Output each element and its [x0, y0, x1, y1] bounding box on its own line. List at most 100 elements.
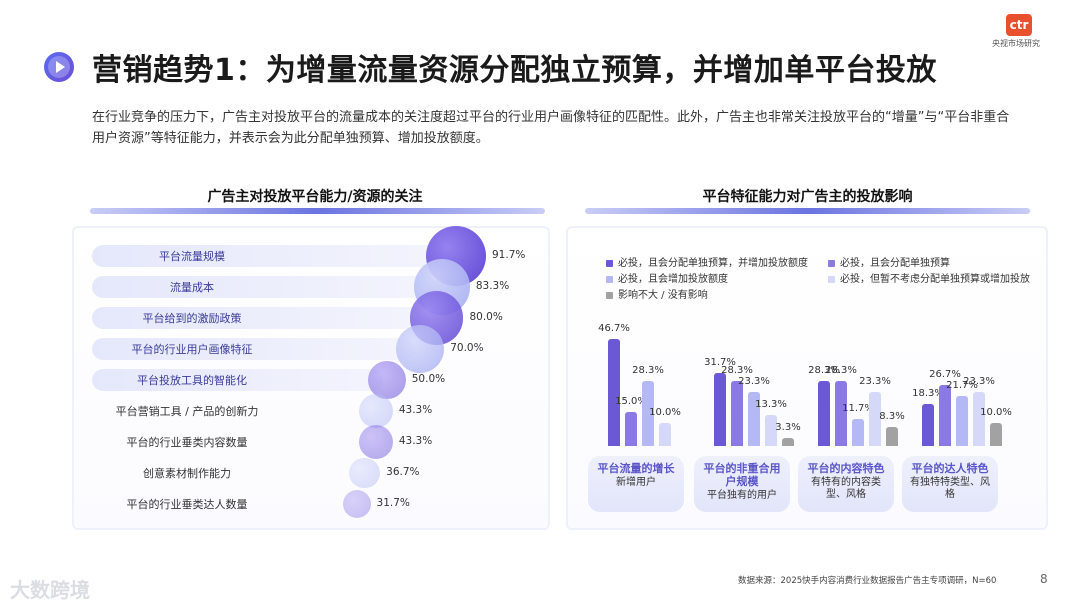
- row-label: 平台的行业用户画像特征: [131, 343, 253, 356]
- legend-swatch: [606, 275, 613, 283]
- right-chart-title: 平台特征能力对广告主的投放影响: [702, 189, 913, 205]
- bar: [835, 380, 847, 446]
- row-pill: [92, 369, 384, 391]
- bar-value-label: 8.3%: [879, 410, 905, 422]
- legend-label: 必投，且会分配单独预算: [840, 258, 950, 269]
- bubble-value-label: 91.7%: [492, 249, 526, 261]
- legend-swatch: [828, 275, 835, 283]
- right-title-underline: [585, 208, 1030, 214]
- bar: [990, 423, 1002, 446]
- bar-value-label: 23.3%: [738, 376, 770, 388]
- bar: [731, 380, 743, 446]
- bar-value-label: 3.3%: [775, 422, 801, 434]
- title-play-icon: [44, 52, 74, 82]
- legend-label: 必投，且会分配单独预算，并增加投放额度: [618, 258, 808, 269]
- bar: [852, 419, 864, 446]
- bar-value-label: 18.3%: [912, 387, 944, 399]
- bar: [818, 380, 830, 446]
- bubble: [342, 490, 371, 518]
- bar-value-label: 28.3%: [632, 364, 664, 376]
- bubble-value-label: 50.0%: [411, 373, 446, 385]
- bar-value-label: 10.0%: [649, 407, 681, 418]
- bar-value-label: 21.7%: [946, 380, 978, 392]
- category-sub-label: 有特有的内容类型、风格: [811, 477, 881, 500]
- bar-value-label: 28.3%: [721, 364, 753, 376]
- bubble-value-label: 83.3%: [475, 280, 510, 292]
- bar: [608, 338, 620, 446]
- bar-value-label: 26.7%: [929, 368, 961, 380]
- row-pill: [92, 276, 437, 298]
- legend-label: 必投，且会增加投放额度: [618, 274, 728, 285]
- bar-value-label: 15.0%: [615, 395, 647, 407]
- category-sub-label: 平台独有的用户: [707, 490, 777, 501]
- legend-item: 必投，且会分配单独预算，并增加投放额度: [606, 254, 808, 269]
- bar-value-label: 28.3%: [808, 364, 840, 376]
- bubble: [358, 393, 393, 429]
- bubble-value-label: 80.0%: [469, 311, 503, 323]
- category-sub-label: 有独特特类型、风格: [910, 477, 990, 500]
- row-label: 流量成本: [170, 281, 214, 294]
- row-label: 平台营销工具 / 产品的创新力: [115, 405, 259, 418]
- bar: [765, 415, 777, 446]
- legend-swatch: [828, 259, 835, 267]
- bar-value-label: 46.7%: [598, 322, 630, 334]
- bar: [642, 380, 654, 446]
- bar: [922, 403, 934, 446]
- legend-item: 影响不大 / 没有影响: [606, 286, 708, 301]
- bar: [714, 373, 726, 446]
- brand-watermark: 大数跨境: [10, 578, 90, 602]
- row-label: 平台流量规模: [159, 250, 225, 263]
- row-label: 平台的行业垂类内容数量: [126, 436, 248, 449]
- bar: [782, 438, 794, 446]
- bubble-value-label: 31.7%: [376, 497, 410, 509]
- row-pill: [92, 245, 450, 267]
- intro-paragraph: 在行业竞争的压力下，广告主对投放平台的流量成本的关注度超过平台的行业用户画像特征…: [92, 110, 1010, 146]
- left-chart-title: 广告主对投放平台能力/资源的关注: [207, 189, 423, 205]
- bar: [869, 392, 881, 446]
- row-pill: [92, 307, 432, 329]
- legend-label: 影响不大 / 没有影响: [618, 290, 708, 301]
- right-bar-chart: 必投，且会分配单独预算，并增加投放额度 必投，且会分配单独预算必投，且会增加投放额…: [566, 226, 1044, 526]
- bubble-value-label: 43.3%: [398, 404, 433, 416]
- bubble: [367, 361, 406, 399]
- legend-label: 必投，但暂不考虑分配单独预算或增加投放: [840, 274, 1030, 285]
- bubble-value-label: 43.3%: [398, 435, 433, 447]
- bar: [748, 392, 760, 446]
- bar: [939, 384, 951, 446]
- bar: [956, 396, 968, 446]
- bar-value-label: 11.7%: [842, 403, 874, 415]
- bar-value-label: 10.0%: [980, 407, 1012, 418]
- bar: [659, 423, 671, 446]
- legend-swatch: [606, 291, 613, 299]
- category-sub-label: 新增用户: [616, 477, 656, 488]
- bubble: [358, 424, 393, 460]
- page-title: 营销趋势1：为增量流量资源分配独立预算，并增加单平台投放: [92, 53, 937, 88]
- page-number: 8: [1040, 572, 1048, 586]
- category-main-label: 平台流量的增长: [597, 462, 675, 475]
- bar: [886, 426, 898, 446]
- category-main-label: 平台的非重合用户规模: [703, 462, 781, 488]
- row-pill: [92, 338, 416, 360]
- row-label: 平台投放工具的智能化: [137, 374, 247, 387]
- category-box: 平台的达人特色有独特特类型、风格: [902, 456, 998, 512]
- category-box: 平台的非重合用户规模平台独有的用户: [694, 456, 790, 512]
- bar: [973, 392, 985, 446]
- legend-swatch: [606, 259, 613, 267]
- ctr-logo: ctr: [1006, 14, 1032, 36]
- bubble-value-label: 70.0%: [450, 342, 484, 354]
- category-main-label: 平台的达人特色: [911, 462, 989, 475]
- row-label: 创意素材制作能力: [143, 467, 231, 480]
- bar-value-label: 23.3%: [859, 376, 891, 388]
- bar-value-label: 28.3%: [825, 364, 857, 376]
- bubble: [395, 324, 445, 374]
- category-main-label: 平台的内容特色: [807, 462, 885, 475]
- bubble-value-label: 36.7%: [386, 466, 420, 478]
- bar-value-label: 13.3%: [755, 399, 787, 411]
- legend-item: 必投，且会增加投放额度: [606, 270, 728, 285]
- bar-value-label: 23.3%: [963, 376, 995, 388]
- legend-item: 必投，且会分配单独预算: [828, 254, 950, 269]
- bar-value-label: 31.7%: [704, 357, 736, 369]
- left-bubble-chart: 平台流量规模 91.7% 流量成本 83.3% 平台给到的激励政策 80.0% 平台的行业用…: [72, 226, 546, 526]
- data-source: 数据来源：2025快手内容消费行业数据报告广告主专项调研，N=60: [738, 576, 997, 586]
- ctr-logo-subtitle: 央视市场研究: [992, 39, 1040, 48]
